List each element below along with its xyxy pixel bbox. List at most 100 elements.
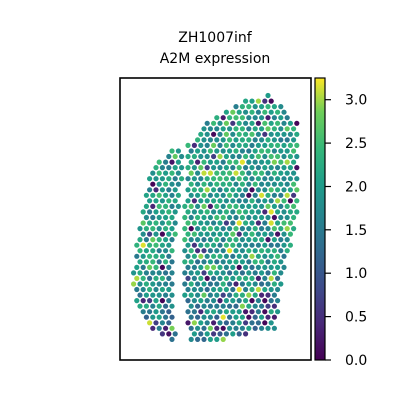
spot bbox=[220, 137, 226, 143]
spot bbox=[246, 137, 252, 143]
spot bbox=[278, 170, 284, 176]
spot bbox=[255, 198, 261, 204]
spot bbox=[163, 292, 169, 298]
spot bbox=[275, 153, 281, 160]
spot bbox=[198, 187, 204, 193]
spot bbox=[262, 153, 268, 160]
spot bbox=[172, 153, 178, 160]
spot bbox=[201, 248, 207, 254]
spot bbox=[166, 331, 172, 337]
spot bbox=[265, 170, 271, 176]
spot bbox=[281, 176, 287, 182]
spot bbox=[150, 170, 156, 176]
spot bbox=[217, 264, 223, 270]
spot bbox=[150, 214, 156, 221]
spot bbox=[211, 298, 217, 304]
spot bbox=[236, 286, 242, 293]
spot bbox=[217, 286, 223, 293]
spot bbox=[204, 231, 210, 237]
spot bbox=[147, 253, 153, 259]
spot bbox=[265, 203, 271, 209]
spot bbox=[230, 120, 236, 126]
spot bbox=[134, 286, 140, 293]
spot bbox=[252, 159, 258, 165]
spot bbox=[204, 275, 210, 281]
spot bbox=[252, 170, 258, 176]
spot bbox=[153, 198, 159, 204]
spot bbox=[268, 309, 274, 315]
spot bbox=[220, 203, 226, 209]
spot bbox=[166, 253, 172, 259]
spot bbox=[287, 187, 293, 193]
spot bbox=[243, 275, 249, 281]
spot bbox=[243, 165, 249, 171]
spot bbox=[211, 187, 217, 193]
spot bbox=[220, 226, 226, 232]
spot bbox=[207, 325, 213, 331]
spot bbox=[156, 303, 162, 309]
spot bbox=[214, 170, 220, 176]
spot bbox=[271, 237, 277, 243]
spot bbox=[284, 181, 290, 187]
spot bbox=[134, 264, 140, 270]
spot bbox=[143, 237, 149, 243]
spot bbox=[198, 142, 204, 148]
spot bbox=[291, 170, 297, 176]
spot bbox=[220, 192, 226, 198]
spot bbox=[204, 209, 210, 215]
spot bbox=[185, 264, 191, 270]
spot bbox=[271, 137, 277, 143]
spot bbox=[239, 270, 245, 276]
spot bbox=[207, 303, 213, 309]
spot bbox=[271, 104, 277, 110]
spot bbox=[246, 237, 252, 243]
spot bbox=[268, 165, 274, 171]
spot bbox=[294, 142, 300, 148]
spot bbox=[284, 237, 290, 243]
spot bbox=[243, 231, 249, 237]
spot bbox=[204, 286, 210, 293]
spot bbox=[140, 309, 146, 315]
colorbar-ticks: 0.0 0.5 1.0 1.5 2.0 2.5 3.0 bbox=[325, 93, 367, 369]
spot bbox=[275, 109, 281, 115]
spot bbox=[275, 242, 281, 248]
spot bbox=[201, 270, 207, 276]
spot bbox=[259, 137, 265, 143]
spot bbox=[230, 298, 236, 304]
spot bbox=[137, 248, 143, 254]
spot bbox=[284, 115, 290, 121]
spot bbox=[214, 203, 220, 209]
spot bbox=[227, 248, 233, 254]
spot bbox=[201, 281, 207, 287]
spot bbox=[195, 248, 201, 254]
spot bbox=[243, 264, 249, 270]
spot bbox=[195, 292, 201, 298]
spot bbox=[140, 275, 146, 281]
spot bbox=[156, 214, 162, 221]
spot bbox=[195, 137, 201, 143]
spot bbox=[207, 137, 213, 143]
spot bbox=[281, 109, 287, 115]
spot bbox=[204, 120, 210, 126]
spot bbox=[163, 159, 169, 165]
spot bbox=[198, 209, 204, 215]
spot bbox=[291, 181, 297, 187]
spot bbox=[233, 159, 239, 165]
spot bbox=[188, 237, 194, 243]
spot bbox=[252, 303, 258, 309]
spot bbox=[182, 248, 188, 254]
spot bbox=[262, 176, 268, 182]
spot bbox=[223, 331, 229, 337]
spot bbox=[233, 148, 239, 154]
spot bbox=[185, 253, 191, 259]
spot bbox=[271, 226, 277, 232]
spot bbox=[150, 203, 156, 209]
spot bbox=[230, 309, 236, 315]
spot bbox=[243, 242, 249, 248]
spot bbox=[294, 165, 300, 171]
spot bbox=[275, 131, 281, 137]
spot bbox=[204, 220, 210, 226]
spot bbox=[265, 270, 271, 276]
spot bbox=[198, 320, 204, 326]
spot bbox=[201, 203, 207, 209]
